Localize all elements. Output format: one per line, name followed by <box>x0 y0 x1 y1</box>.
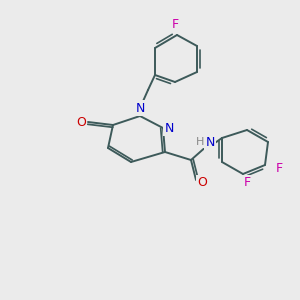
Text: F: F <box>275 161 283 175</box>
Text: H: H <box>196 137 204 147</box>
Text: O: O <box>197 176 207 190</box>
Text: N: N <box>205 136 215 148</box>
Text: O: O <box>76 116 86 128</box>
Text: F: F <box>171 19 178 32</box>
Text: N: N <box>164 122 174 134</box>
Text: N: N <box>135 101 145 115</box>
Text: F: F <box>243 176 250 190</box>
